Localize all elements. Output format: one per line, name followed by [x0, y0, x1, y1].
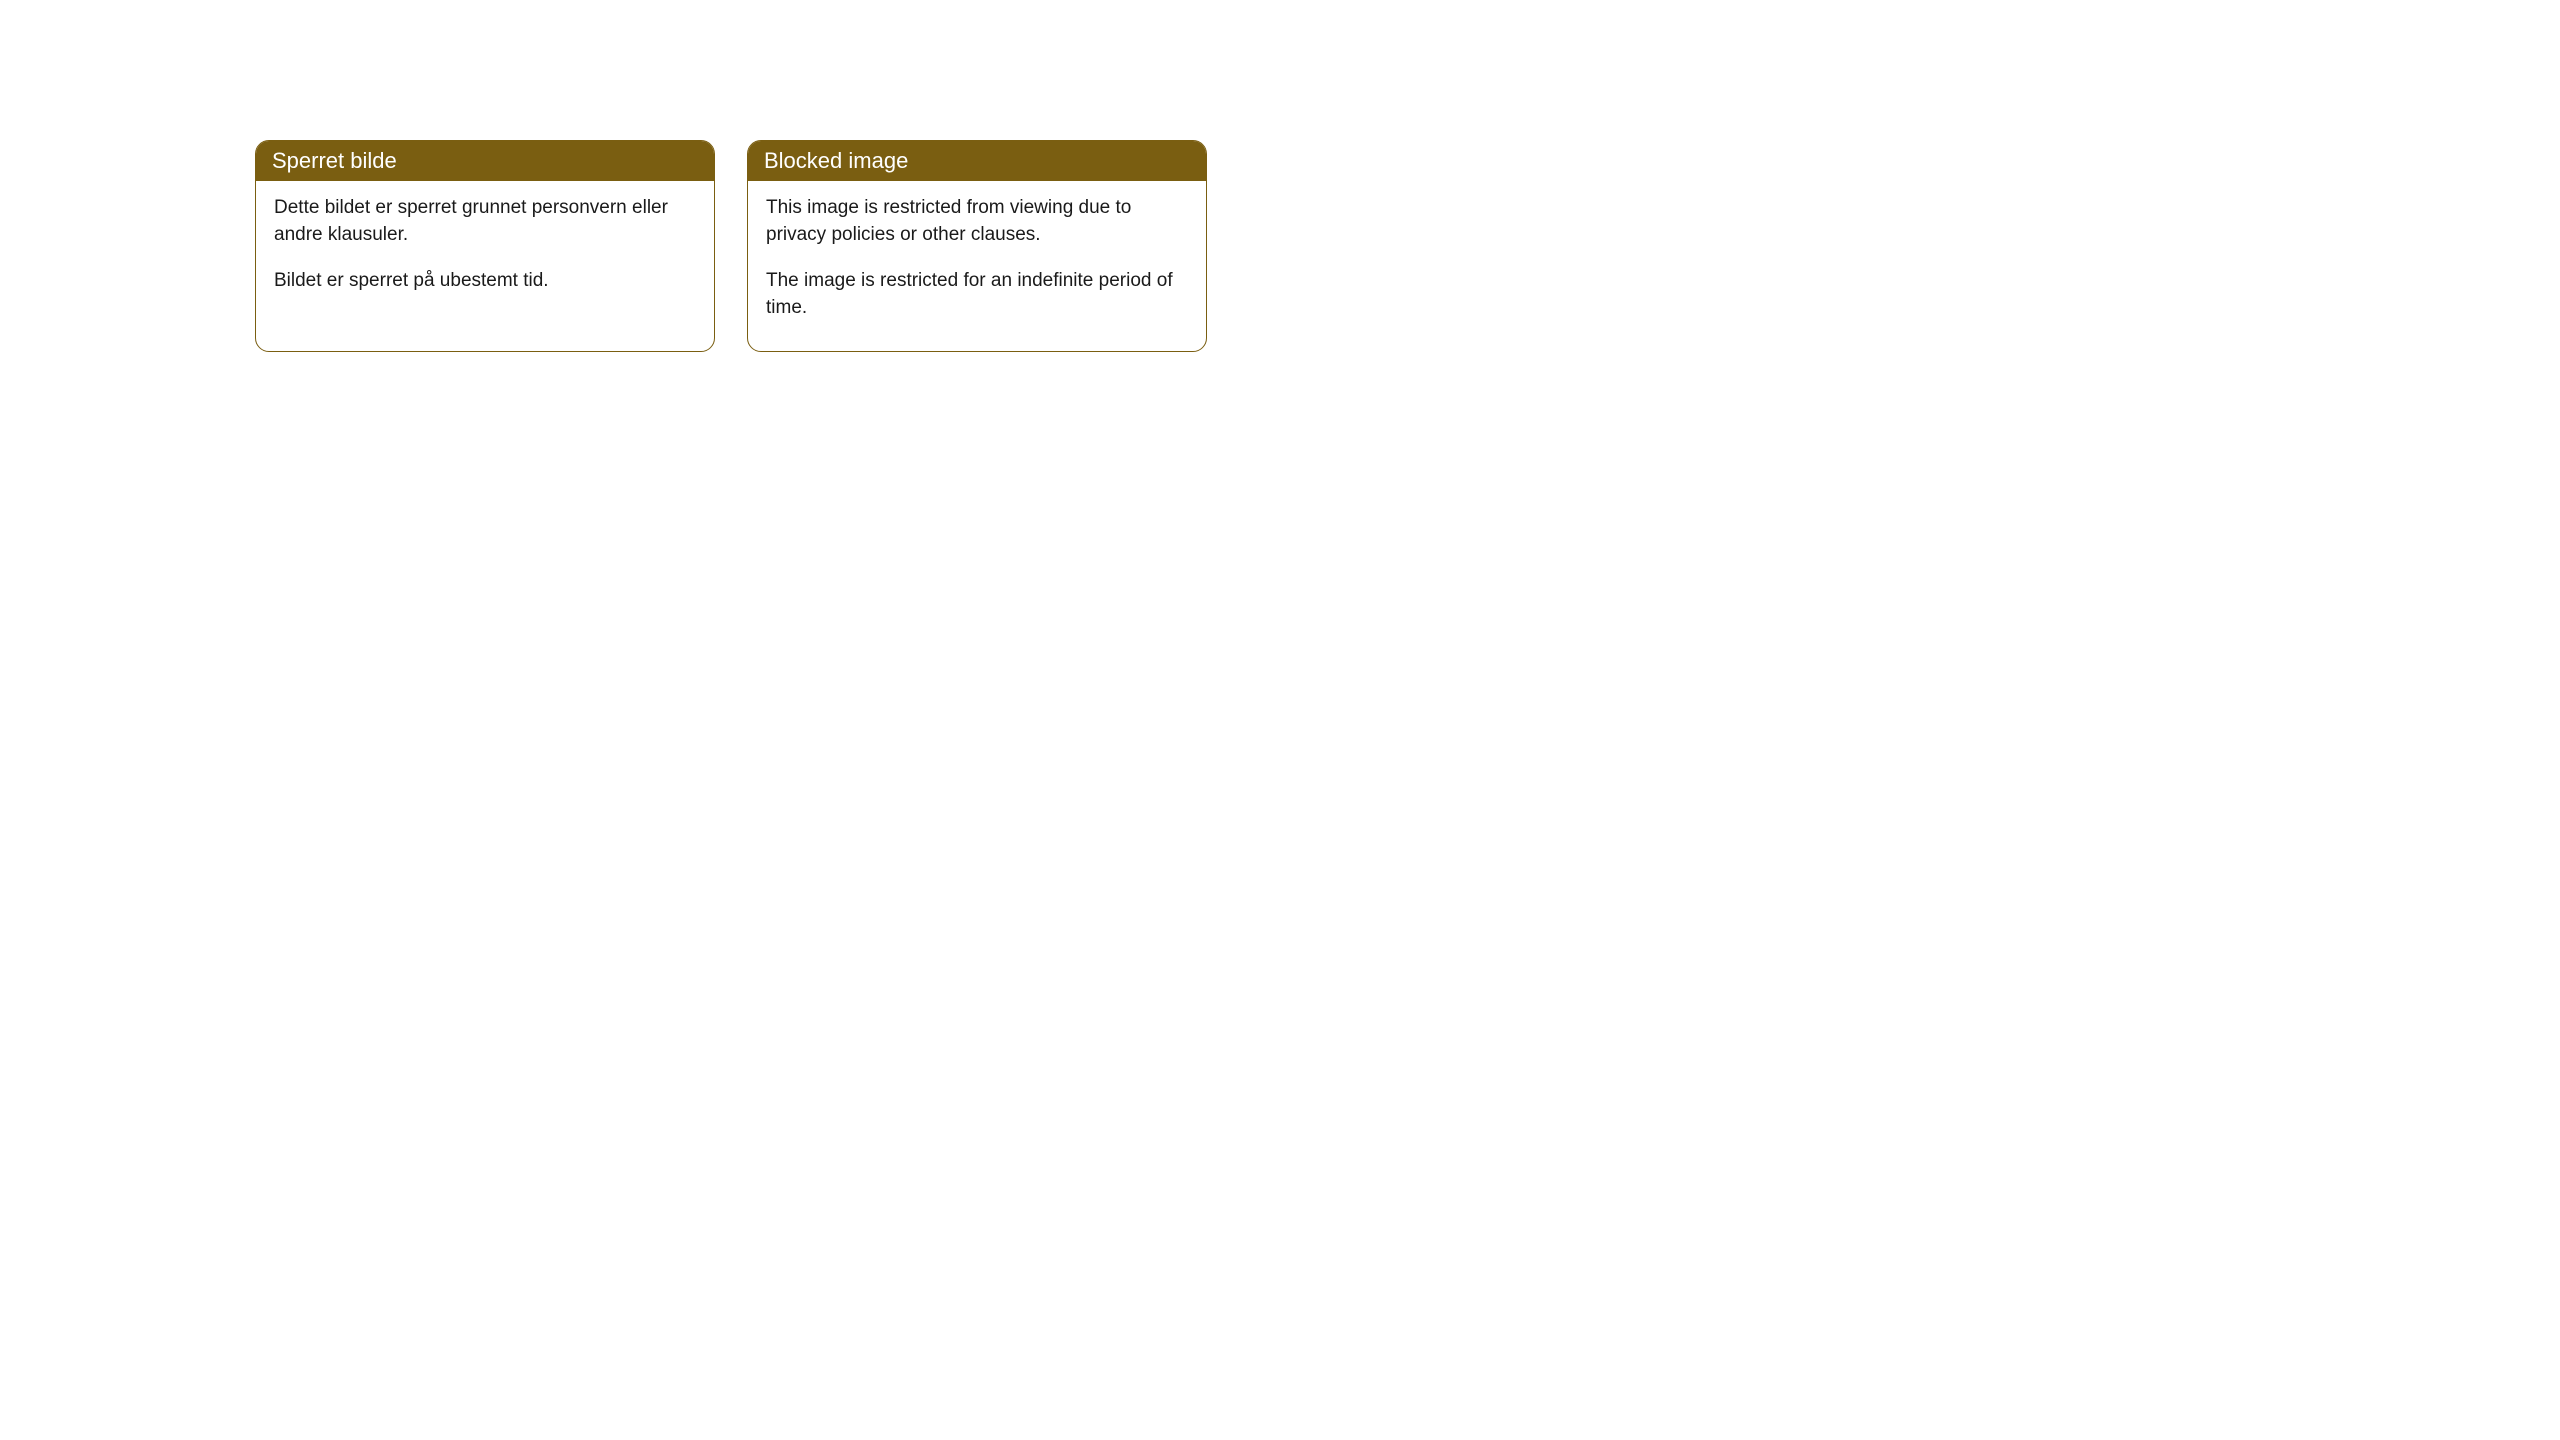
card-body: Dette bildet er sperret grunnet personve… — [256, 181, 714, 325]
card-paragraph: The image is restricted for an indefinit… — [766, 268, 1188, 321]
card-body: This image is restricted from viewing du… — [748, 181, 1206, 351]
card-paragraph: Bildet er sperret på ubestemt tid. — [274, 268, 696, 295]
card-title: Sperret bilde — [272, 148, 397, 173]
card-paragraph: Dette bildet er sperret grunnet personve… — [274, 195, 696, 248]
notice-card-norwegian: Sperret bilde Dette bildet er sperret gr… — [255, 140, 715, 352]
card-header: Blocked image — [748, 141, 1206, 181]
card-header: Sperret bilde — [256, 141, 714, 181]
notice-card-english: Blocked image This image is restricted f… — [747, 140, 1207, 352]
card-title: Blocked image — [764, 148, 908, 173]
notice-cards-container: Sperret bilde Dette bildet er sperret gr… — [255, 140, 2560, 352]
card-paragraph: This image is restricted from viewing du… — [766, 195, 1188, 248]
